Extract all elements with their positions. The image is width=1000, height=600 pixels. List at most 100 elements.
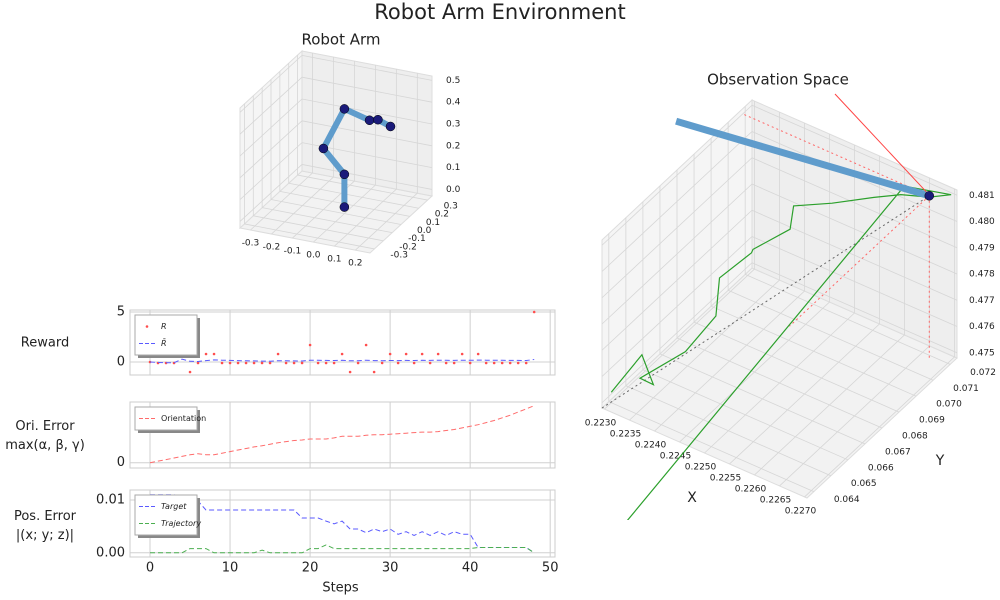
y-tick-label: 0.072 bbox=[970, 368, 996, 378]
data-point bbox=[268, 361, 272, 365]
observation-title: Observation Space bbox=[707, 71, 849, 89]
data-point bbox=[412, 361, 416, 365]
data-point bbox=[516, 361, 520, 365]
x-tick-label: 0.2265 bbox=[760, 495, 792, 505]
data-point bbox=[244, 361, 248, 365]
annotation-arrow bbox=[834, 93, 927, 193]
y-axis-label: max(α, β, γ) bbox=[5, 438, 85, 453]
z-tick-label: 0.479 bbox=[969, 243, 995, 253]
x-tick-label: 0.2240 bbox=[635, 441, 667, 451]
target-guide bbox=[741, 113, 930, 197]
plot-area bbox=[129, 401, 556, 469]
z-tick-label: 0.480 bbox=[969, 217, 995, 227]
y-tick-label: 0.064 bbox=[834, 495, 860, 505]
legend-label: R̄ bbox=[161, 338, 167, 348]
legend-box bbox=[134, 314, 198, 356]
data-point bbox=[388, 352, 392, 356]
y-tick-label: 0 bbox=[117, 455, 125, 470]
data-point bbox=[252, 361, 256, 365]
grid-line bbox=[244, 223, 375, 250]
plot-3d: 0.22300.22350.22400.22450.22500.22550.22… bbox=[585, 93, 996, 520]
y-axis-label: Ori. Error bbox=[15, 419, 75, 434]
grid-line bbox=[288, 182, 419, 209]
data-point bbox=[524, 361, 528, 365]
grid-line bbox=[601, 209, 753, 351]
x-tick-label: 0.2245 bbox=[660, 452, 692, 462]
data-point bbox=[532, 310, 536, 314]
y-tick-label: 0.065 bbox=[851, 479, 877, 489]
data-point bbox=[228, 361, 232, 365]
figure-title: Robot Arm Environment bbox=[374, 0, 625, 24]
data-point bbox=[212, 352, 216, 356]
arm-joint bbox=[364, 115, 375, 126]
data-point bbox=[404, 352, 408, 356]
x-tick-label: 0.2230 bbox=[585, 419, 617, 429]
y-axis-label: Y bbox=[935, 453, 945, 469]
y-tick-label: 0.071 bbox=[953, 384, 979, 394]
z-tick-label: 0.478 bbox=[969, 270, 995, 280]
y-tick-label: 0.070 bbox=[936, 400, 962, 410]
target-point bbox=[924, 191, 935, 201]
arm-joint bbox=[385, 121, 396, 132]
y-tick-label: -0.2 bbox=[399, 242, 417, 252]
data-point bbox=[300, 361, 304, 365]
data-line bbox=[150, 544, 535, 554]
data-point bbox=[276, 352, 280, 356]
grid-line bbox=[601, 104, 753, 246]
legend-label: Orientation bbox=[161, 414, 206, 423]
arm-link bbox=[675, 117, 931, 200]
plot-content bbox=[601, 113, 952, 520]
y-tick-label: 0.066 bbox=[868, 463, 894, 473]
arm-joint bbox=[373, 114, 383, 125]
grid-line bbox=[239, 120, 303, 179]
data-point bbox=[332, 361, 336, 365]
legend-box bbox=[134, 406, 198, 431]
grid-line bbox=[301, 54, 433, 81]
grid-line bbox=[642, 369, 849, 461]
legend-label: Trajectory bbox=[161, 519, 201, 528]
data-point bbox=[348, 370, 352, 374]
data-point bbox=[196, 361, 200, 365]
plot-area bbox=[129, 489, 556, 558]
x-tick-label: 0.1 bbox=[327, 255, 341, 265]
grid-line bbox=[659, 353, 866, 445]
x-tick-label: 10 bbox=[222, 561, 239, 576]
x-tick-label: 40 bbox=[462, 561, 479, 576]
grid-line bbox=[751, 104, 958, 196]
data-point bbox=[452, 361, 456, 365]
grid-line bbox=[745, 273, 951, 365]
grid-line bbox=[693, 321, 900, 413]
z-tick-label: 0.1 bbox=[446, 163, 460, 173]
data-point bbox=[188, 370, 192, 374]
z-tick-label: 0.477 bbox=[969, 296, 995, 306]
x-tick-label: 0.2270 bbox=[785, 506, 817, 516]
plot-area bbox=[129, 309, 556, 376]
y-tick-label: 0.0 bbox=[417, 226, 432, 236]
x-tick-label: 0.2250 bbox=[685, 463, 717, 473]
arm-joint bbox=[339, 104, 350, 114]
grid-line bbox=[601, 157, 753, 299]
data-point bbox=[340, 352, 344, 356]
arm-joint bbox=[318, 143, 329, 154]
x-tick-label: 0.2255 bbox=[710, 473, 742, 483]
data-point bbox=[316, 361, 320, 365]
z-tick-label: 0.475 bbox=[969, 348, 995, 358]
y-tick-label: 0.068 bbox=[902, 432, 928, 442]
grid-line bbox=[751, 262, 958, 354]
grid-line bbox=[601, 183, 753, 325]
z-tick-label: 0.5 bbox=[446, 76, 460, 86]
data-point bbox=[460, 352, 464, 356]
data-point bbox=[284, 361, 288, 365]
data-point bbox=[468, 361, 472, 365]
data-point bbox=[444, 361, 448, 365]
y-tick-label: -0.3 bbox=[390, 250, 408, 260]
grid-line bbox=[239, 164, 303, 222]
data-point bbox=[372, 370, 376, 374]
z-tick-label: 0.2 bbox=[446, 141, 460, 151]
line-chart: 0 10 20 30 40 50 0.00 0.01 Steps Pos. Error |(x; y… bbox=[14, 489, 558, 596]
grid-line bbox=[239, 98, 303, 157]
data-point bbox=[500, 361, 504, 365]
x-tick-label: -0.3 bbox=[242, 239, 260, 249]
data-line bbox=[149, 405, 535, 464]
grid-line bbox=[751, 183, 958, 275]
